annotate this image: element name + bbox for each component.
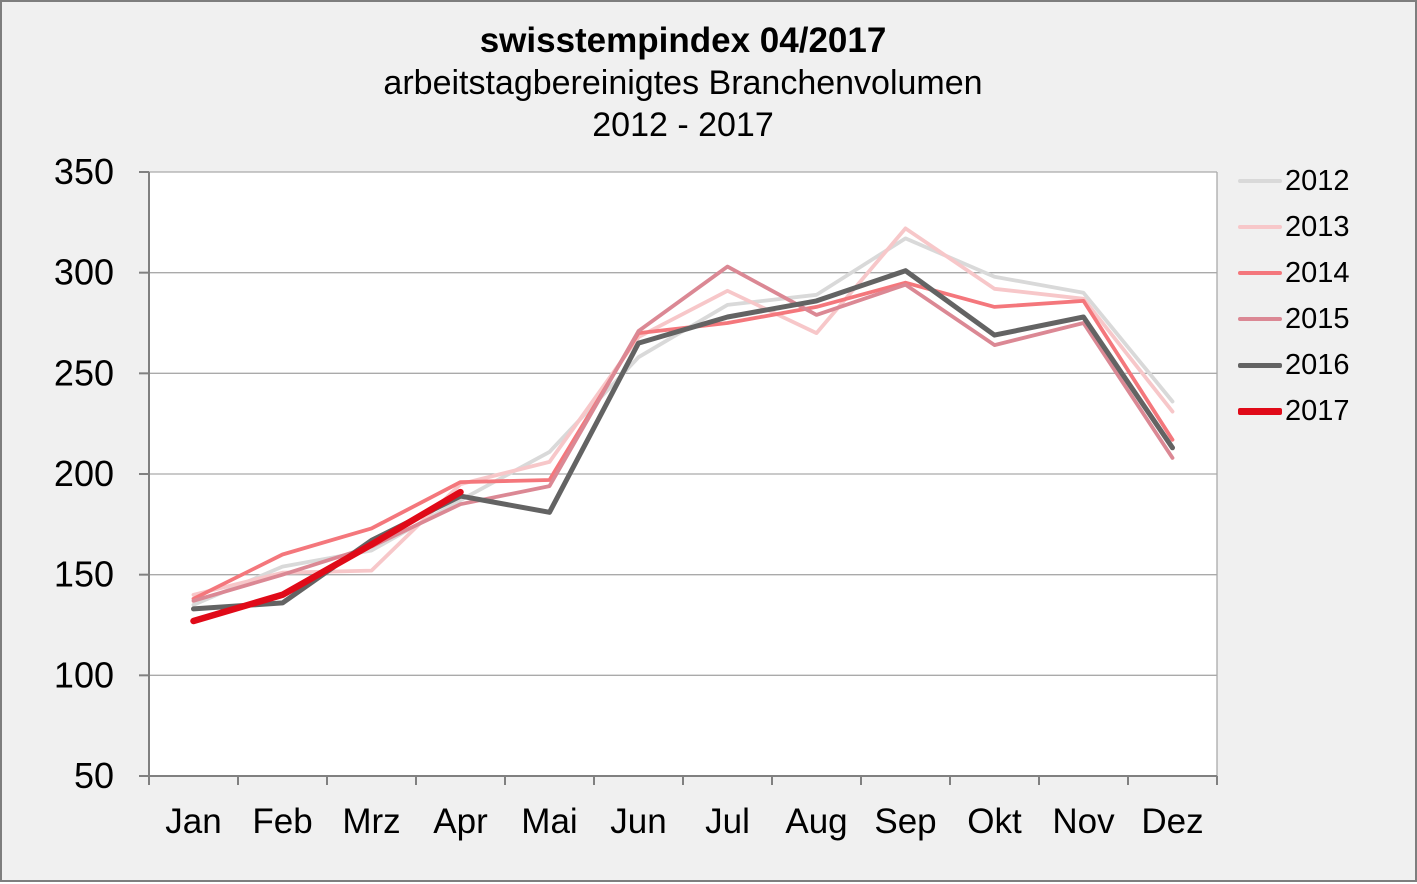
legend-line-swatch-2013: [1238, 225, 1282, 229]
legend-item-2015: 2015: [1238, 296, 1350, 342]
y-axis-tick-label: 300: [54, 252, 114, 293]
legend-label-2016: 2016: [1285, 348, 1350, 381]
chart-period: 2012 - 2017: [592, 106, 774, 144]
legend-item-2016: 2016: [1238, 342, 1350, 388]
series-line-2017: [190, 488, 464, 625]
x-axis-tick-label: Jun: [610, 802, 666, 841]
x-axis-tick-label: Dez: [1141, 802, 1203, 841]
x-axis-tick-label: Mai: [521, 802, 577, 841]
x-axis-tick-label: Feb: [252, 802, 312, 841]
legend-label-2015: 2015: [1285, 302, 1350, 335]
legend-line-swatch-2014: [1238, 271, 1282, 275]
y-axis-tick-label: 250: [54, 352, 114, 393]
legend: 2012 2013 2014 2015 2016 2017: [1238, 158, 1350, 434]
legend-line-swatch-2016: [1238, 362, 1282, 368]
legend-item-2013: 2013: [1238, 204, 1350, 250]
y-axis-tick-label: 200: [54, 453, 114, 494]
chart-title-block: swisstempindex 04/2017 arbeitstagbereini…: [149, 20, 1217, 146]
y-axis-tick-label: 50: [74, 755, 114, 796]
x-axis-tick-label: Mrz: [342, 802, 400, 841]
x-axis-tick-label: Jul: [705, 802, 750, 841]
x-axis-tick-label: Jan: [165, 802, 221, 841]
x-axis-tick-label: Sep: [874, 802, 936, 841]
legend-item-2012: 2012: [1238, 158, 1350, 204]
x-axis-tick-label: Apr: [433, 802, 488, 841]
legend-label-2014: 2014: [1285, 256, 1350, 289]
x-axis-tick-label: Okt: [967, 802, 1022, 841]
y-axis-tick-label: 150: [54, 554, 114, 595]
legend-item-2017: 2017: [1238, 388, 1350, 434]
legend-line-swatch-2017: [1238, 407, 1282, 415]
series-line-2013: [191, 226, 1175, 597]
y-axis-tick-label: 350: [54, 151, 114, 192]
legend-line-swatch-2015: [1238, 317, 1282, 321]
legend-line-swatch-2012: [1238, 179, 1282, 183]
chart-subtitle: arbeitstagbereinigtes Branchenvolumen: [383, 64, 983, 102]
x-axis-tick-label: Aug: [785, 802, 847, 841]
legend-label-2012: 2012: [1285, 164, 1350, 197]
x-axis-tick-label: Nov: [1052, 802, 1115, 841]
y-axis-tick-label: 100: [54, 654, 114, 695]
chart-title: swisstempindex 04/2017: [479, 21, 887, 60]
legend-label-2013: 2013: [1285, 210, 1350, 243]
legend-label-2017: 2017: [1285, 394, 1350, 427]
legend-item-2014: 2014: [1238, 250, 1350, 296]
